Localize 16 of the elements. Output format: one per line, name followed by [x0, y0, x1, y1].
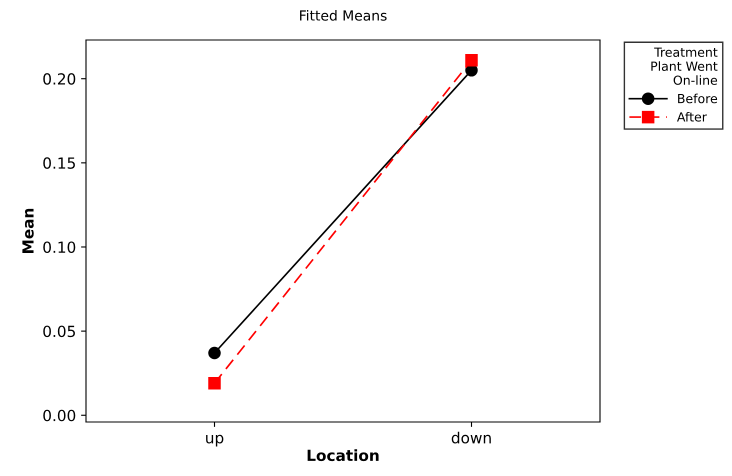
x-tick-label: up [206, 434, 224, 447]
y-tick-label: 0.00 [43, 410, 76, 422]
legend-label: After [676, 112, 707, 122]
legend-label: Before [678, 94, 718, 104]
x-tick-label: down [452, 432, 491, 444]
legend-title: Treatment Plant Went On-line [651, 48, 718, 85]
point [465, 54, 478, 66]
y-tick-label: 0.05 [43, 326, 75, 338]
y-tick-label: 0.10 [43, 241, 76, 254]
point [208, 377, 221, 390]
x-axis-title: Location [308, 449, 379, 462]
chart-title: Fitted Means [300, 10, 387, 21]
y-tick-label: 0.20 [43, 73, 76, 85]
point [208, 346, 221, 360]
y-axis-title: Mean [22, 208, 34, 253]
y-tick-label: 0.15 [43, 157, 75, 169]
